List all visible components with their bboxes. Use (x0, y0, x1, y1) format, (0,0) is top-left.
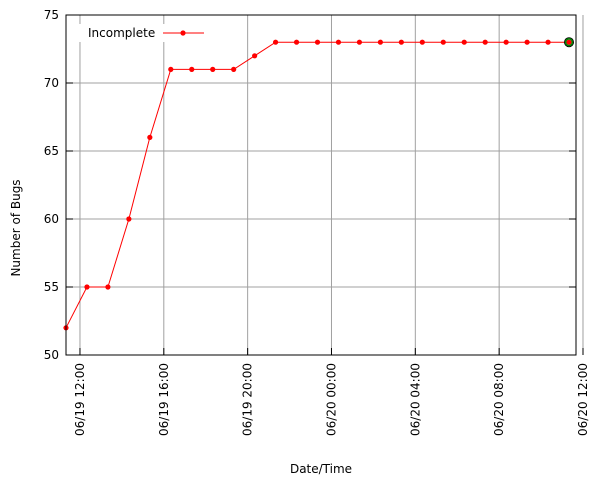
x-tick-label: 06/19 16:00 (157, 363, 171, 436)
axis-ticks: 50 55 60 65 70 75 06/19 12:00 06/19 16:00 06/19 … (44, 8, 590, 436)
y-axis-title: Number of Bugs (9, 179, 23, 276)
grid-lines (66, 15, 584, 355)
y-tick-label: 75 (44, 8, 59, 22)
data-point (356, 39, 363, 45)
data-point (566, 39, 572, 45)
legend-marker-incomplete (180, 30, 186, 36)
data-point (524, 39, 530, 45)
series-line (65, 41, 570, 329)
data-point (231, 66, 237, 72)
data-point (503, 39, 509, 45)
x-tick-label: 06/19 20:00 (241, 363, 255, 436)
data-point (314, 39, 321, 45)
plot-frame (65, 14, 577, 356)
data-point (419, 39, 425, 45)
x-tick-label: 06/20 08:00 (492, 363, 506, 436)
data-point (147, 134, 153, 140)
data-point (126, 216, 132, 222)
data-point (440, 39, 446, 45)
data-point (461, 39, 467, 45)
data-point (377, 39, 383, 45)
y-tick-label: 60 (44, 212, 59, 226)
x-tick-label: 06/20 00:00 (324, 363, 338, 436)
series-incomplete (63, 37, 575, 331)
x-tick-label: 06/19 12:00 (73, 363, 87, 436)
data-point (105, 284, 111, 290)
data-point (189, 66, 195, 72)
last-point-outer-ring (564, 37, 575, 48)
last-point-highlight-ring (564, 37, 574, 47)
data-point (293, 39, 300, 45)
y-tick-label: 50 (44, 348, 59, 362)
data-point (335, 39, 342, 45)
data-point (398, 39, 404, 45)
x-tick-label: 06/20 12:00 (576, 363, 590, 436)
y-tick-label: 65 (44, 144, 59, 158)
data-point (272, 39, 279, 45)
legend: Incomplete (78, 24, 212, 42)
y-tick-label: 70 (44, 76, 59, 90)
x-axis-title: Date/Time (290, 462, 352, 476)
plot-border (65, 14, 577, 356)
data-point (168, 66, 174, 72)
legend-label-incomplete: Incomplete (88, 26, 155, 40)
x-tick-label: 06/20 04:00 (408, 363, 422, 436)
data-point (545, 39, 551, 45)
data-point (252, 53, 258, 59)
data-point (84, 284, 90, 290)
y-tick-label: 55 (44, 280, 59, 294)
data-point (210, 66, 216, 72)
legend-background (78, 24, 212, 42)
data-point (482, 39, 488, 45)
